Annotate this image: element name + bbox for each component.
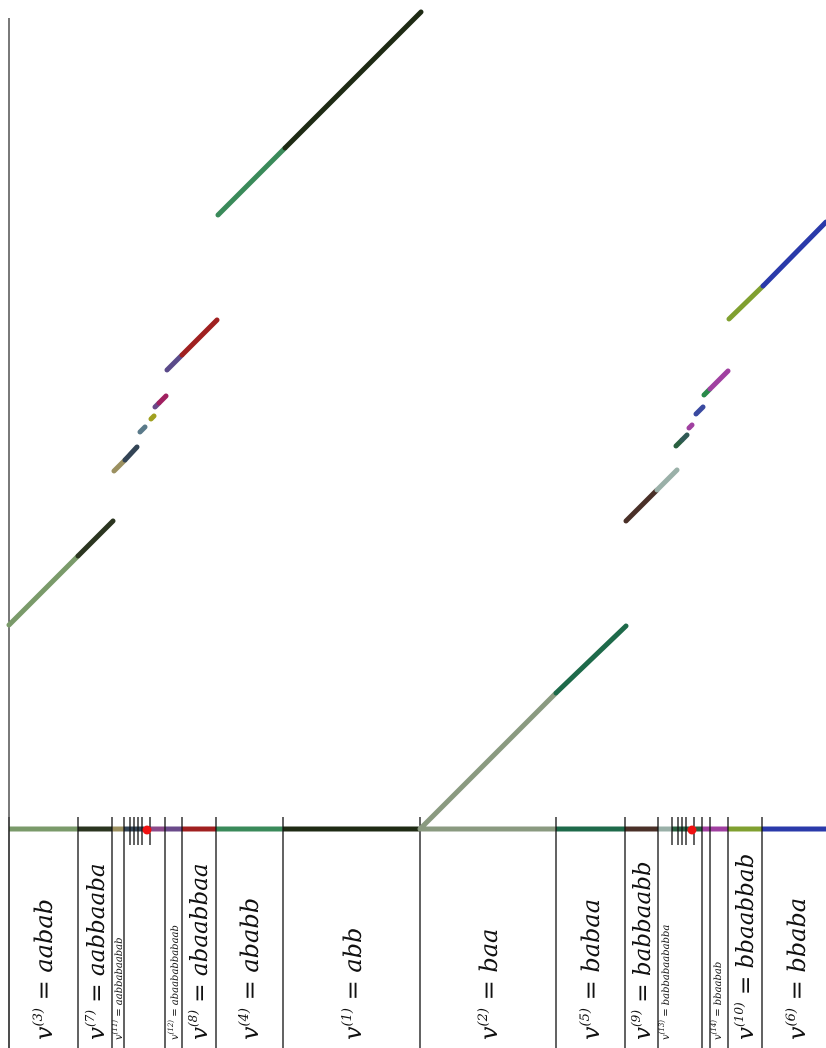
diagonal-segments [6, 9, 826, 832]
svg-text:v(2) = baa: v(2) = baa [475, 929, 503, 1040]
label-v4: v(4) = ababb [236, 898, 264, 1040]
label-v10: v(10) = bbaabbab [732, 854, 759, 1040]
fixed-point-marker-right [687, 825, 697, 835]
label-v7: v(7) = aabbaaba [83, 863, 110, 1040]
label-v3: v(3) = aabab [30, 899, 58, 1040]
label-v6: v(6) = bbaba [783, 898, 811, 1040]
svg-text:v(9) = babbaabb: v(9) = babbaabb [629, 861, 656, 1040]
label-v14: v(14) = bbaabab [710, 962, 724, 1040]
svg-text:v(11) = aabbabaabab: v(11) = aabbabaabab [111, 937, 125, 1040]
fixed-point-marker-left [142, 825, 152, 835]
interval-labels: v(3) = aabab v(7) = aabbaaba v(11) = aab… [30, 854, 811, 1040]
label-v9: v(9) = babbaabb [629, 861, 656, 1040]
svg-text:v(6) = bbaba: v(6) = bbaba [783, 898, 811, 1040]
label-v12: v(12) = abaababbabaab [167, 925, 181, 1040]
svg-text:v(1) = abb: v(1) = abb [339, 928, 367, 1040]
separator-lines [8, 817, 763, 1048]
label-v11: v(11) = aabbabaabab [111, 937, 125, 1040]
svg-text:v(8) = abaabbaa: v(8) = abaabbaa [186, 863, 213, 1040]
label-v2: v(2) = baa [475, 929, 503, 1040]
svg-text:v(14) = bbaabab: v(14) = bbaabab [710, 962, 724, 1040]
svg-text:v(10) = bbaabbab: v(10) = bbaabbab [732, 854, 759, 1040]
svg-text:v(13) = babbabaababba: v(13) = babbabaababba [658, 925, 672, 1040]
svg-text:v(5) = babaa: v(5) = babaa [577, 899, 605, 1040]
svg-text:v(7) = aabbaaba: v(7) = aabbaaba [83, 863, 110, 1040]
svg-text:v(3) = aabab: v(3) = aabab [30, 899, 58, 1040]
label-v1: v(1) = abb [339, 928, 367, 1040]
label-v13: v(13) = babbabaababba [658, 925, 672, 1040]
svg-text:v(12) = abaababbabaab: v(12) = abaababbabaab [167, 925, 181, 1040]
label-v5: v(5) = babaa [577, 899, 605, 1040]
label-v8: v(8) = abaabbaa [186, 863, 213, 1040]
svg-text:v(4) = ababb: v(4) = ababb [236, 898, 264, 1040]
